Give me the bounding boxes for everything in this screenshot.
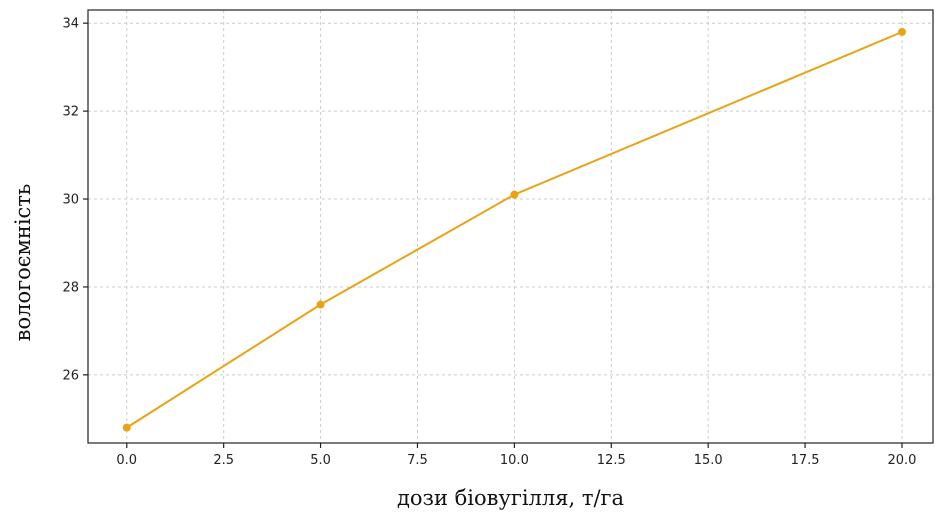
y-tick-label: 30 xyxy=(62,193,79,208)
data-point xyxy=(316,300,325,309)
data-point xyxy=(510,190,519,199)
data-point xyxy=(897,27,906,36)
data-point xyxy=(122,423,131,432)
x-tick-label: 5.0 xyxy=(310,453,331,468)
y-tick-label: 34 xyxy=(62,17,79,32)
grid xyxy=(88,10,933,443)
x-tick-label: 2.5 xyxy=(213,453,234,468)
x-axis-label: дози біовугілля, т/га xyxy=(397,486,624,510)
y-axis-label: вологоємність xyxy=(11,184,35,342)
x-tick-label: 7.5 xyxy=(407,453,428,468)
x-tick-label: 20.0 xyxy=(888,453,917,468)
ticks: 0.0 2.5 5.0 7.5 10.0 12.5 15.0 17.5 20.0 26 28 30 32… xyxy=(62,17,916,468)
x-tick-label: 12.5 xyxy=(597,453,626,468)
x-tick-label: 15.0 xyxy=(694,453,723,468)
x-tick-label: 10.0 xyxy=(500,453,529,468)
plot-frame xyxy=(87,9,934,444)
x-tick-label: 0.0 xyxy=(116,453,137,468)
y-tick-label: 26 xyxy=(62,368,79,383)
y-tick-label: 32 xyxy=(62,105,79,120)
x-tick-label: 17.5 xyxy=(791,453,820,468)
series-line xyxy=(126,31,903,429)
y-tick-label: 28 xyxy=(62,280,79,295)
series-layer xyxy=(122,27,906,432)
